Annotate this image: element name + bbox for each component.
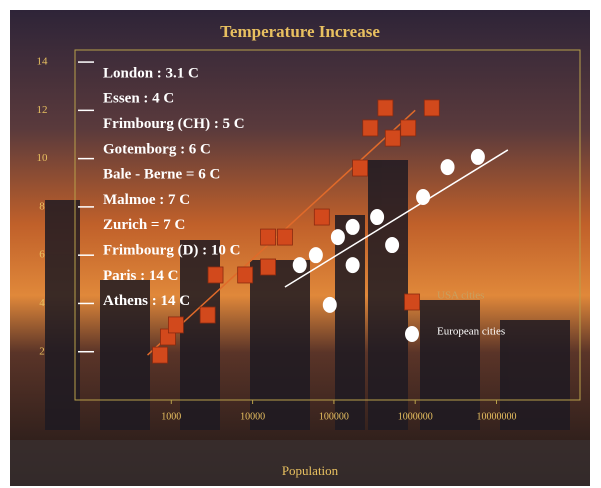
x-tick-label: 10000000	[477, 411, 517, 422]
data-point	[152, 346, 168, 364]
annotation: Frimbourg (D) : 10 C	[103, 243, 240, 259]
data-point	[362, 119, 379, 137]
trend-line	[284, 149, 509, 288]
data-point	[322, 296, 337, 313]
annotation: Frimbourg (CH) : 5 C	[103, 116, 245, 132]
chart-title: Temperature Increase	[220, 22, 380, 41]
y-tick-label: 10	[37, 152, 49, 164]
data-point	[207, 266, 224, 284]
x-tick-label: 10000	[240, 411, 265, 422]
annotation: Malmoe : 7 C	[103, 192, 190, 208]
data-point	[370, 209, 385, 226]
x-tick-label: 100000	[319, 411, 349, 422]
annotation: Bale - Berne = 6 C	[103, 167, 220, 183]
data-point	[260, 228, 276, 246]
annotation: Gotemborg : 6 C	[103, 141, 211, 157]
annotation: London : 3.1 C	[103, 65, 199, 81]
annotation: Paris : 14 C	[103, 268, 178, 284]
plot-frame	[74, 49, 581, 401]
data-point	[237, 266, 254, 284]
data-point	[385, 237, 400, 254]
y-tick-label: 2	[39, 345, 45, 357]
data-point	[168, 316, 184, 334]
data-point	[308, 247, 323, 264]
annotation: Essen : 4 C	[103, 91, 174, 107]
data-point	[400, 119, 417, 137]
x-tick-label: 1000000	[398, 411, 433, 422]
y-tick-label: 8	[39, 200, 45, 212]
legend-label: European cities	[437, 326, 505, 338]
y-tick-label: 6	[39, 249, 45, 261]
data-point	[470, 148, 485, 165]
data-point	[416, 189, 431, 205]
data-point	[313, 208, 330, 226]
legend-marker	[405, 326, 419, 342]
y-tick-label: 4	[39, 297, 45, 309]
annotation: Athens : 14 C	[103, 293, 190, 309]
legend-marker	[404, 293, 420, 311]
data-point	[384, 129, 401, 147]
data-point	[352, 159, 368, 177]
data-point	[292, 257, 307, 274]
legend-label: USA cities	[437, 290, 484, 302]
data-point	[377, 99, 394, 117]
x-axis-label: Population	[282, 463, 339, 478]
data-point	[199, 306, 216, 324]
water	[10, 440, 590, 486]
data-point	[260, 258, 276, 276]
y-tick-label: 12	[37, 104, 48, 116]
data-point	[277, 228, 293, 246]
data-point	[345, 218, 360, 235]
data-point	[345, 257, 360, 274]
data-point	[440, 159, 455, 176]
y-tick-label: 14	[37, 56, 49, 68]
data-point	[423, 99, 440, 117]
x-tick-label: 1000	[161, 411, 181, 422]
annotation: Zurich = 7 C	[103, 217, 185, 233]
data-point	[330, 229, 345, 246]
